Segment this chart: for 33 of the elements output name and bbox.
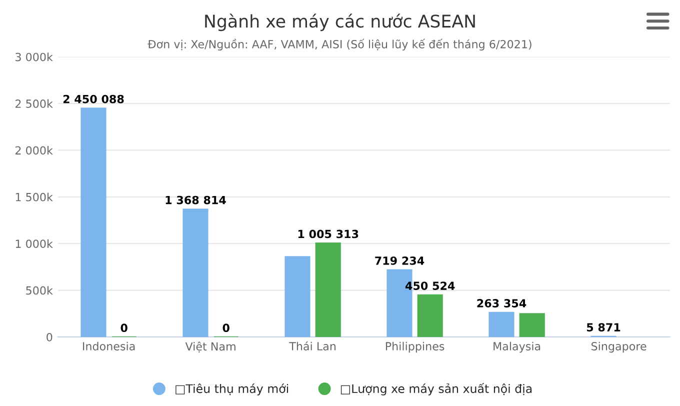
bar xyxy=(417,294,443,337)
bar xyxy=(182,208,208,337)
data-label: 0 xyxy=(120,324,128,332)
x-tick-label: Malaysia xyxy=(494,342,540,353)
x-tick-label: Singapore xyxy=(592,342,646,353)
bar xyxy=(315,242,341,337)
bar xyxy=(488,312,514,337)
bar xyxy=(80,108,106,337)
legend-label: □Tiêu thụ máy mới xyxy=(176,383,288,396)
y-tick-label: 3 000k xyxy=(16,52,53,62)
chart-title: Ngành xe máy các nước ASEAN xyxy=(205,14,475,32)
data-label: 719 234 xyxy=(375,256,424,265)
x-tick-label: Việt Nam xyxy=(185,342,236,352)
x-tick-label: Thái Lan xyxy=(289,341,336,350)
legend-label: □Lượng xe máy sản xuất nội địa xyxy=(340,382,532,396)
bar xyxy=(519,313,545,337)
y-tick-label: 1 500k xyxy=(16,192,53,202)
data-label: 0 xyxy=(222,324,230,332)
x-tick-label: Philippines xyxy=(386,342,444,353)
chart-subtitle: Đơn vị: Xe/Nguồn: AAF, VAMM, AISI (Số liệu lũy kế đến tháng 6/2021) xyxy=(148,38,532,51)
data-label: 450 524 xyxy=(405,282,455,290)
y-tick-label: 0 xyxy=(46,332,52,342)
y-tick-label: 500k xyxy=(26,286,53,295)
bar xyxy=(284,256,310,337)
data-label: 5 871 xyxy=(586,323,620,332)
y-tick-label: 2 000k xyxy=(16,146,53,155)
data-label: 263 354 xyxy=(477,299,526,308)
y-tick-label: 2 500k xyxy=(16,99,53,108)
x-tick-label: Indonesia xyxy=(83,342,135,350)
data-label: 1 368 814 xyxy=(166,196,226,204)
data-label: 1 005 313 xyxy=(298,230,358,238)
y-tick-label: 1 000k xyxy=(16,239,53,248)
data-label: 2 450 088 xyxy=(63,94,124,104)
